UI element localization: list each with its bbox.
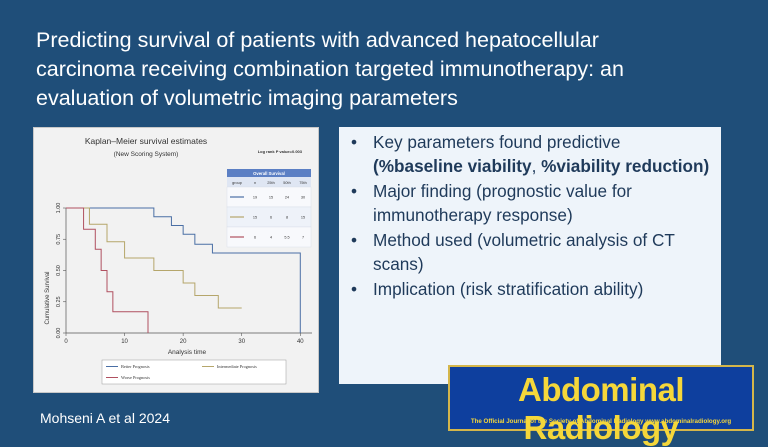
table-cell: 7: [302, 235, 304, 239]
table-cell: 6: [270, 215, 272, 219]
slide: Predicting survival of patients with adv…: [33, 28, 754, 446]
x-tick-label: 0: [64, 339, 68, 345]
chart-subtitle: (New Scoring System): [114, 151, 179, 158]
table-title: Overall Survival: [253, 171, 285, 176]
chart-title: Kaplan–Meier survival estimates: [85, 136, 207, 146]
survival-curve: [66, 207, 301, 333]
table-column-label: group: [232, 181, 242, 185]
finding-bullet: • Major finding (prognostic value for imm…: [349, 180, 713, 227]
finding-text-bold: (%baseline viability: [373, 155, 532, 176]
table-column-label: 50th: [283, 181, 290, 185]
survival-curve: [66, 207, 149, 333]
key-findings-box: • Key parameters found predictive (%basel…: [339, 127, 721, 384]
y-tick-label: 0.75: [56, 234, 62, 245]
table-cell: 24: [285, 195, 289, 199]
table-column-header: [227, 177, 311, 187]
legend-entry: Intermediate Prognosis: [217, 364, 257, 369]
bullet-dot-icon: •: [351, 230, 358, 250]
y-tick-label: 0.25: [56, 296, 62, 307]
finding-text: Major finding (prognostic value for immu…: [373, 181, 632, 225]
x-tick-label: 10: [121, 339, 128, 345]
y-tick-label: 0.00: [56, 328, 62, 339]
kaplan-meier-svg: Kaplan–Meier survival estimates (New Sco…: [45, 136, 312, 385]
table-header-bar: [227, 169, 311, 177]
key-findings-list: • Key parameters found predictive (%basel…: [349, 131, 713, 302]
journal-logo-tagline: The Official Journal of the Society of A…: [470, 418, 732, 425]
slide-title: Predicting survival of patients with adv…: [36, 28, 624, 110]
table-cell: 6: [254, 235, 256, 239]
table-cell: 5.5: [284, 235, 289, 239]
journal-logo-name: Abdominal Radiology: [518, 371, 685, 446]
x-tick-label: 40: [297, 339, 304, 345]
table-cell: 15: [269, 195, 273, 199]
finding-text: Method used (volumetric analysis of CT s…: [373, 230, 675, 274]
finding-text: ,: [531, 155, 542, 176]
journal-logo: Abdominal Radiology The Official Journal…: [448, 365, 754, 446]
y-axis-label: Cumulative Survival: [45, 271, 51, 324]
finding-text-bold: %viability reduction): [541, 155, 710, 176]
bullet-dot-icon: •: [351, 279, 358, 299]
legend-entry: Worse Prognosis: [121, 375, 150, 380]
bullet-dot-icon: •: [351, 132, 358, 152]
table-column-label: 25th: [267, 181, 274, 185]
finding-text: Key parameters found predictive: [373, 132, 621, 152]
table-row: [226, 226, 312, 248]
x-tick-label: 20: [180, 339, 187, 345]
table-cell: 19: [253, 195, 257, 199]
x-tick-label: 30: [238, 339, 245, 345]
table-cell: 8: [286, 215, 288, 219]
finding-bullet: • Key parameters found predictive (%basel…: [349, 131, 713, 178]
legend-entry: Better Prognosis: [121, 364, 150, 369]
y-tick-label: 0.50: [56, 265, 62, 276]
citation-credit: Mohseni A et al 2024: [40, 410, 170, 426]
legend-box: [101, 359, 287, 385]
finding-text: Implication (risk stratification ability…: [373, 279, 644, 299]
table-cell: 4: [270, 235, 272, 239]
table-cell: 30: [301, 195, 305, 199]
table-column-label: n: [254, 181, 256, 185]
table-cell: 15: [253, 215, 257, 219]
finding-bullet: • Implication (risk stratification abilit…: [349, 278, 713, 302]
chart-annotation: Log rank P value=0.003: [258, 149, 303, 154]
table-cell: 15: [301, 215, 305, 219]
y-tick-label: 1.00: [56, 203, 62, 214]
x-axis-label: Analysis time: [168, 349, 207, 356]
table-column-label: 75th: [299, 181, 306, 185]
finding-bullet: • Method used (volumetric analysis of CT …: [349, 229, 713, 276]
kaplan-meier-chart: Kaplan–Meier survival estimates (New Sco…: [33, 127, 319, 393]
bullet-dot-icon: •: [351, 181, 358, 201]
survival-curve: [66, 207, 242, 309]
